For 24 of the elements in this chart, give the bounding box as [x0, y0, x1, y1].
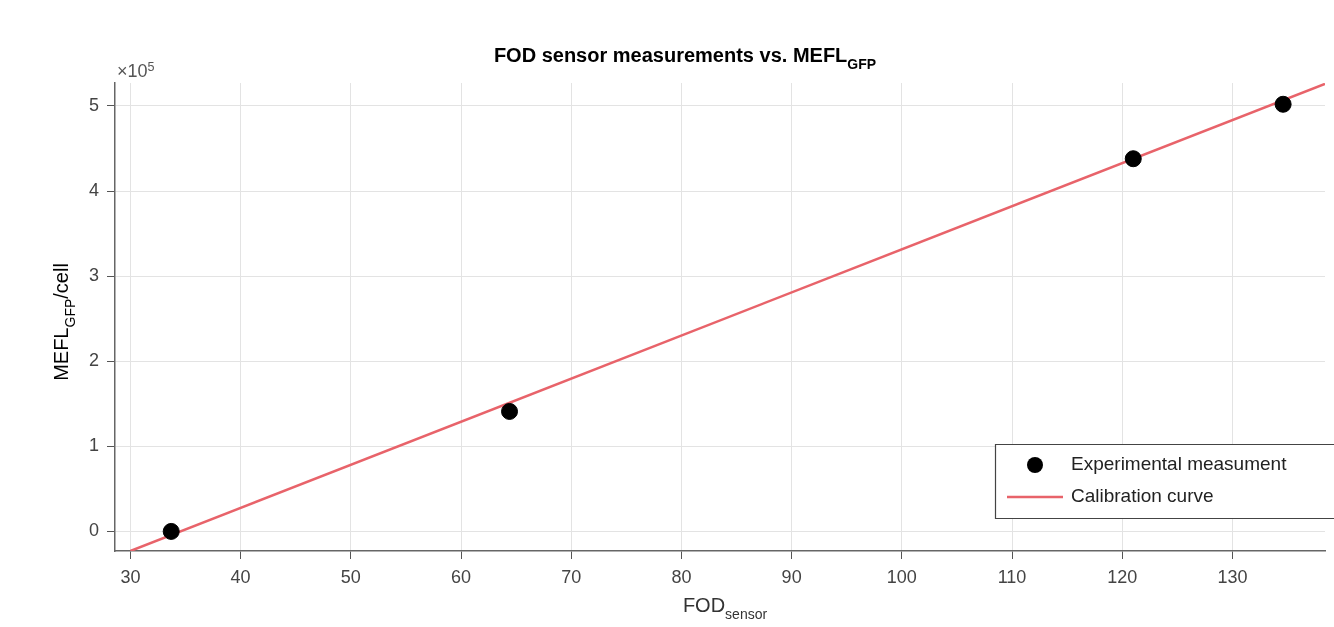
x-tick-label: 90 — [781, 566, 802, 587]
y-axis-title: MEFLGFP/cell — [50, 263, 78, 381]
point — [1274, 95, 1292, 113]
y-tick-label: 3 — [88, 265, 99, 286]
x-tick-label: 120 — [1107, 566, 1138, 587]
y-tick-label: 5 — [88, 94, 99, 115]
x-tick-label: 80 — [671, 566, 692, 587]
x-tick-label: 40 — [230, 566, 251, 587]
x-tick-label: 30 — [120, 566, 141, 587]
point — [501, 402, 519, 420]
legend-label: Experimental measument — [1071, 453, 1288, 475]
point — [162, 522, 180, 540]
x-tick-label: 70 — [561, 566, 582, 587]
x-tick-label: 50 — [340, 566, 361, 587]
point — [1124, 150, 1142, 168]
x-tick-label: 110 — [997, 566, 1027, 587]
x-tick-label: 60 — [451, 566, 472, 587]
legend-label: Calibration curve — [1071, 485, 1214, 507]
y-tick-label: 2 — [88, 350, 99, 371]
y-tick-label: 1 — [88, 435, 99, 456]
y-tick-label: 4 — [88, 180, 99, 201]
x-tick-label: 100 — [886, 566, 917, 587]
y-tick-label: 0 — [88, 520, 99, 541]
x-tick-label: 130 — [1217, 566, 1248, 587]
